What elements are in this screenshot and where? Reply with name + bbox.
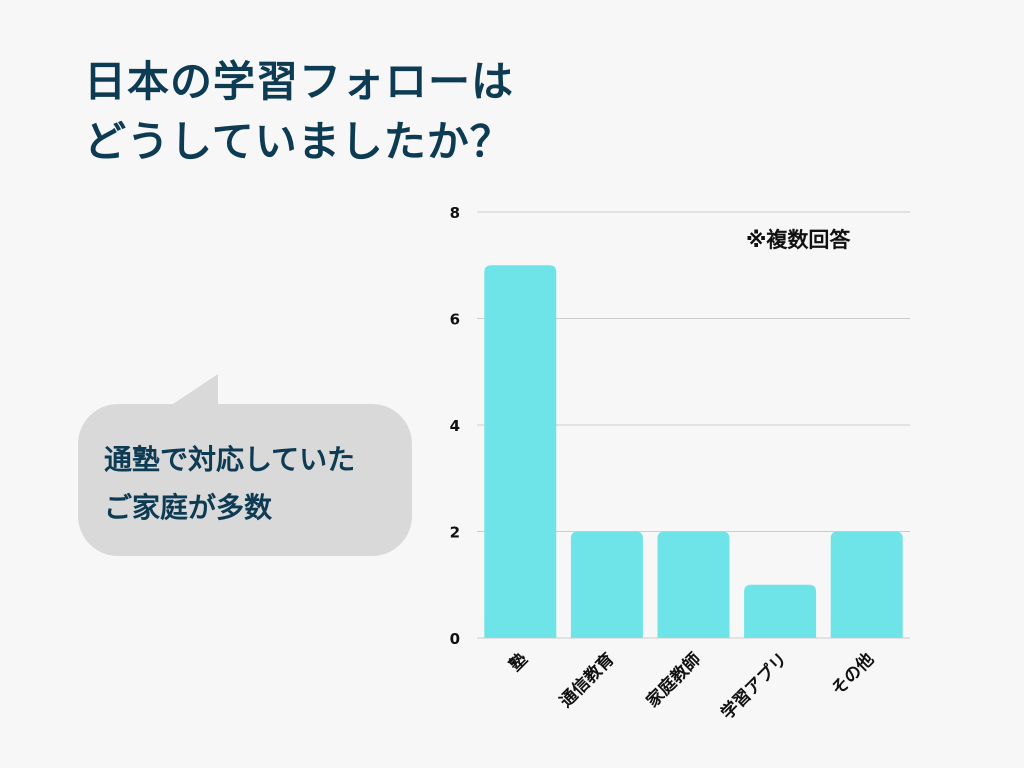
page-title: 日本の学習フォローは どうしていましたか？ xyxy=(84,52,514,172)
title-line-2: どうしていましたか？ xyxy=(84,117,513,166)
x-tick-label: 通信教育 xyxy=(556,649,619,712)
speech-bubble-text: 通塾で対応していた ご家庭が多数 xyxy=(104,436,355,532)
bar xyxy=(830,531,903,638)
speech-bubble-tail xyxy=(170,374,218,406)
x-tick-label: 塾 xyxy=(505,649,532,676)
bar xyxy=(744,584,817,638)
y-tick-label: 0 xyxy=(450,630,460,648)
speech-bubble xyxy=(78,404,412,556)
multiple-answer-note: ※複数回答 xyxy=(746,228,851,252)
y-tick-label: 8 xyxy=(450,204,460,222)
callout-line-2: ご家庭が多数 xyxy=(104,491,273,524)
y-tick-label: 2 xyxy=(450,524,460,542)
bar xyxy=(570,531,643,638)
bar xyxy=(657,531,730,638)
title-line-1: 日本の学習フォローは xyxy=(84,57,515,106)
x-tick-label: その他 xyxy=(827,649,878,700)
x-tick-label: 学習アプリ xyxy=(717,649,792,724)
y-tick-label: 6 xyxy=(450,311,460,329)
bar xyxy=(484,265,557,638)
x-tick-label: 家庭教師 xyxy=(642,649,705,712)
y-tick-label: 4 xyxy=(450,417,460,435)
callout-line-1: 通塾で対応していた xyxy=(104,443,356,476)
